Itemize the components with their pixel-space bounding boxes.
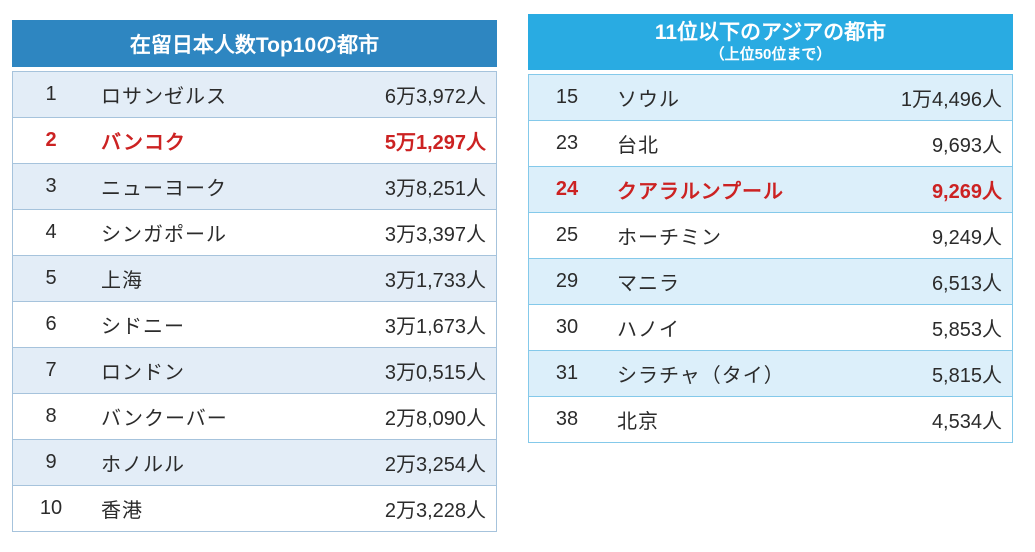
count-cell: 2万3,254人 [384,454,486,476]
city-cell: バンコク [101,132,186,154]
top10-table-header: 在留日本人数Top10の都市 [12,20,497,67]
city-cell: マニラ [617,273,680,295]
table-row: 10 香港 2万3,228人 [13,486,496,531]
count-cell: 9,269人 [931,181,1002,203]
asian-table-subtitle: （上位50位まで） [709,45,832,63]
rank-cell: 23 [555,132,579,154]
top10-table-body: 1 ロサンゼルス 6万3,972人 2 バンコク 5万1,297人 3 ニューヨ… [12,71,497,532]
asian-cities-table: 11位以下のアジアの都市 （上位50位まで） 15 ソウル 1万4,496人 2… [528,14,1013,443]
rank-cell: 5 [45,267,57,289]
city-cell: 北京 [617,411,659,433]
table-row: 1 ロサンゼルス 6万3,972人 [13,72,496,118]
rank-cell: 25 [555,224,579,246]
count-cell: 3万1,733人 [384,270,486,292]
table-row: 29 マニラ 6,513人 [529,259,1012,305]
rank-cell: 30 [555,316,579,338]
city-cell: シドニー [101,316,185,338]
rank-cell: 24 [555,178,579,200]
count-cell: 5,815人 [931,365,1002,387]
table-row: 8 バンクーバー 2万8,090人 [13,394,496,440]
count-cell: 2万8,090人 [384,408,486,430]
rank-cell: 8 [45,405,57,427]
city-cell: 香港 [101,500,143,522]
rank-cell: 38 [555,408,579,430]
count-cell: 3万3,397人 [384,224,486,246]
rank-cell: 1 [45,83,57,105]
count-cell: 3万1,673人 [384,316,486,338]
table-row: 38 北京 4,534人 [529,397,1012,442]
city-cell: ハノイ [617,319,680,341]
asian-table-body: 15 ソウル 1万4,496人 23 台北 9,693人 24 クアラルンプール… [528,74,1013,443]
city-cell: ソウル [617,89,680,111]
table-row: 31 シラチャ（タイ） 5,815人 [529,351,1012,397]
count-cell: 6,513人 [931,273,1002,295]
city-cell: 上海 [101,270,143,292]
city-cell: クアラルンプール [617,181,784,203]
city-cell: バンクーバー [101,408,228,430]
rank-cell: 29 [555,270,579,292]
count-cell: 9,249人 [931,227,1002,249]
rank-cell: 15 [555,86,579,108]
city-cell: 台北 [617,135,659,157]
city-cell: ホーチミン [617,227,722,249]
count-cell: 2万3,228人 [384,500,486,522]
city-cell: シラチャ（タイ） [617,365,785,387]
count-cell: 5,853人 [931,319,1002,341]
table-row: 4 シンガポール 3万3,397人 [13,210,496,256]
table-row: 25 ホーチミン 9,249人 [529,213,1012,259]
asian-table-title: 11位以下のアジアの都市 [654,20,887,44]
city-cell: ロンドン [101,362,185,384]
rank-cell: 6 [45,313,57,335]
table-row: 15 ソウル 1万4,496人 [529,75,1012,121]
table-row: 7 ロンドン 3万0,515人 [13,348,496,394]
city-cell: シンガポール [101,224,227,246]
count-cell: 6万3,972人 [384,86,486,108]
table-row: 6 シドニー 3万1,673人 [13,302,496,348]
asian-table-header: 11位以下のアジアの都市 （上位50位まで） [528,14,1013,70]
count-cell: 5万1,297人 [384,132,486,154]
city-cell: ニューヨーク [101,178,227,200]
table-row: 2 バンコク 5万1,297人 [13,118,496,164]
table-row: 5 上海 3万1,733人 [13,256,496,302]
count-cell: 1万4,496人 [900,89,1002,111]
table-row: 24 クアラルンプール 9,269人 [529,167,1012,213]
count-cell: 9,693人 [931,135,1002,157]
table-row: 30 ハノイ 5,853人 [529,305,1012,351]
rank-cell: 7 [45,359,57,381]
count-cell: 3万0,515人 [384,362,486,384]
rank-cell: 2 [45,129,57,151]
rank-cell: 10 [39,497,63,519]
table-row: 23 台北 9,693人 [529,121,1012,167]
rank-cell: 4 [45,221,57,243]
city-cell: ロサンゼルス [101,86,227,108]
count-cell: 4,534人 [931,411,1002,433]
table-row: 3 ニューヨーク 3万8,251人 [13,164,496,210]
city-cell: ホノルル [101,454,185,476]
rank-cell: 9 [45,451,57,473]
count-cell: 3万8,251人 [384,178,486,200]
table-row: 9 ホノルル 2万3,254人 [13,440,496,486]
rank-cell: 31 [555,362,579,384]
rank-cell: 3 [45,175,57,197]
top10-table-title: 在留日本人数Top10の都市 [129,33,380,57]
top10-cities-table: 在留日本人数Top10の都市 1 ロサンゼルス 6万3,972人 2 バンコク … [12,20,497,532]
